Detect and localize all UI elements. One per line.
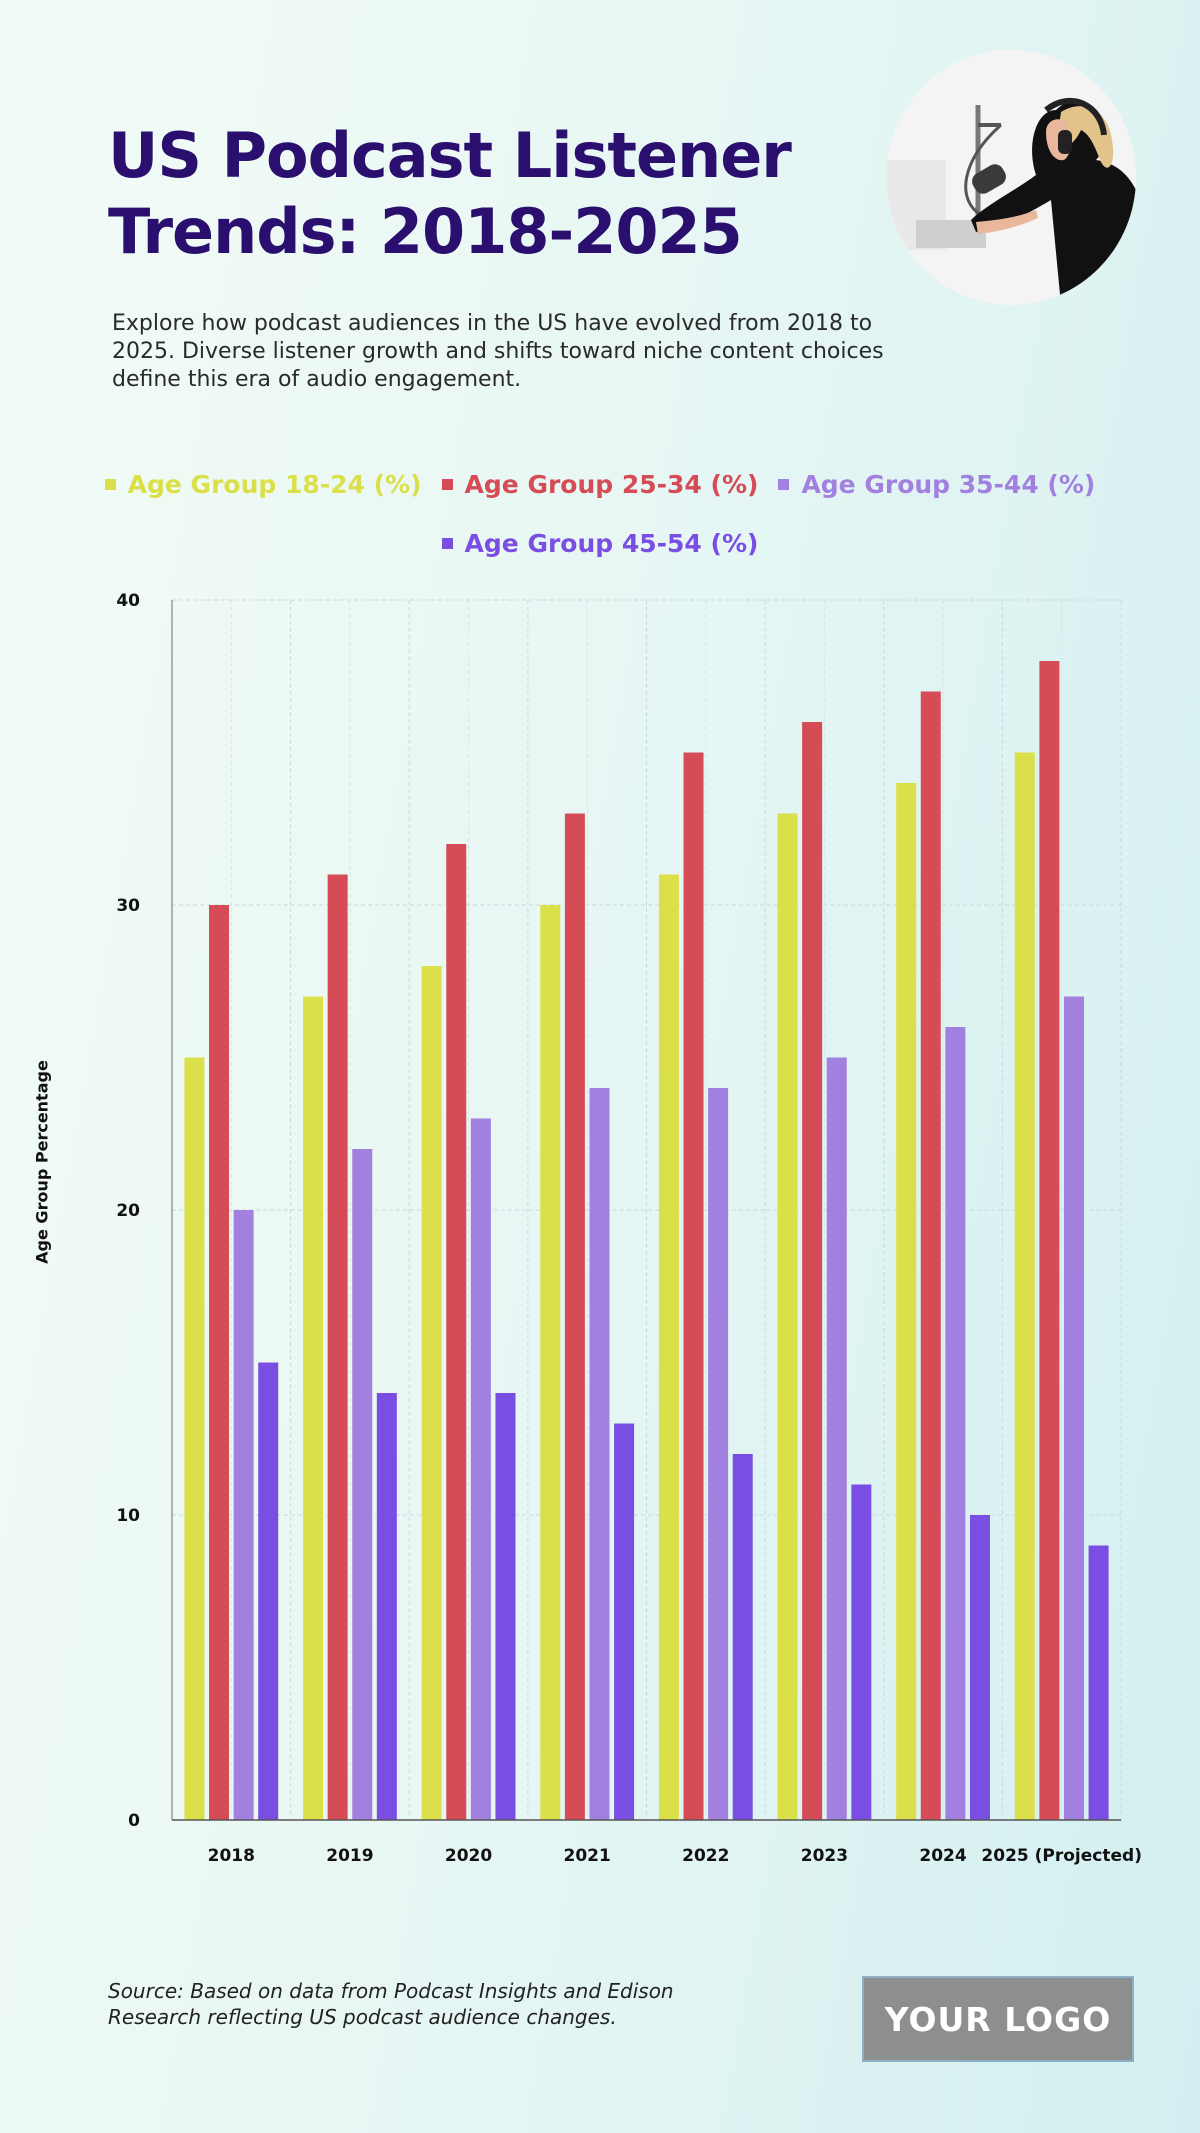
bar-1824-2018 [184, 1057, 205, 1820]
bar-1824-2021 [540, 905, 561, 1820]
bar-3544-2021 [589, 1088, 610, 1820]
bar-3544-2019 [352, 1149, 373, 1820]
bar-4554-2022 [732, 1454, 753, 1820]
podcaster-photo [886, 50, 1136, 305]
bar-2534-2022 [683, 752, 704, 1820]
x-tick-label: 2022 [682, 1846, 729, 1866]
page-subtitle: Explore how podcast audiences in the US … [112, 311, 884, 392]
bar-1824-2020 [421, 966, 442, 1820]
legend-item-45-54[interactable]: Age Group 45-54 (%) [441, 529, 759, 558]
legend-item-18-24[interactable]: Age Group 18-24 (%) [104, 470, 422, 499]
bar-2534-2020 [446, 844, 467, 1820]
x-tick-label: 2019 [326, 1846, 373, 1866]
bar-3544-2023 [826, 1057, 847, 1820]
source-note: Source: Based on data from Podcast Insig… [108, 1979, 674, 2029]
y-tick-label: 20 [116, 1201, 140, 1221]
bar-4554-2019 [376, 1393, 397, 1820]
bar-2534-2023 [802, 722, 823, 1820]
y-tick-label: 30 [116, 896, 140, 916]
x-tick-label: 2023 [801, 1846, 848, 1866]
bar-4554-2025 [1088, 1545, 1109, 1820]
y-tick-label: 40 [116, 591, 140, 611]
legend-swatch-25-34 [441, 479, 453, 490]
bar-chart: 0 10 20 30 40 2018 2019 2020 2021 2022 2023 2024 202… [116, 591, 1142, 1866]
bar-4554-2021 [614, 1423, 635, 1820]
bar-1824-2022 [658, 874, 679, 1820]
bar-4554-2023 [851, 1484, 872, 1820]
bar-3544-2018 [233, 1210, 254, 1820]
x-tick-label: 2025 (Projected) [981, 1846, 1142, 1866]
legend-label-25-34: Age Group 25-34 (%) [464, 470, 759, 499]
x-tick-label: 2024 [919, 1846, 966, 1866]
legend-swatch-35-44 [778, 479, 790, 490]
chart-legend: Age Group 18-24 (%) Age Group 25-34 (%) … [100, 470, 1100, 558]
legend-item-35-44[interactable]: Age Group 35-44 (%) [778, 470, 1095, 499]
bar-1824-2019 [303, 996, 324, 1820]
legend-swatch-45-54 [441, 538, 453, 549]
bar-2534-2024 [920, 691, 941, 1820]
bar-2534-2019 [327, 874, 348, 1820]
legend-label-35-44: Age Group 35-44 (%) [801, 470, 1096, 499]
bar-3544-2024 [945, 1027, 966, 1820]
legend-label-18-24: Age Group 18-24 (%) [127, 470, 422, 499]
page-title: US Podcast Listener Trends: 2018-2025 [108, 119, 792, 268]
bar-3544-2020 [470, 1118, 491, 1820]
legend-item-25-34[interactable]: Age Group 25-34 (%) [441, 470, 759, 499]
x-tick-label: 2021 [564, 1846, 611, 1866]
legend-swatch-18-24 [104, 479, 116, 490]
x-tick-label: 2020 [445, 1846, 492, 1866]
bar-4554-2018 [258, 1362, 279, 1820]
bar-2534-2021 [564, 813, 585, 1820]
bar-3544-2025 [1063, 996, 1084, 1820]
bar-1824-2024 [896, 783, 917, 1820]
bar-1824-2023 [777, 813, 798, 1820]
bar-4554-2024 [969, 1515, 990, 1820]
bar-1824-2025 [1014, 752, 1035, 1820]
y-tick-label: 0 [128, 1811, 140, 1831]
bar-2534-2018 [209, 905, 230, 1820]
bar-4554-2020 [495, 1393, 516, 1820]
bar-3544-2022 [708, 1088, 729, 1820]
legend-label-45-54: Age Group 45-54 (%) [464, 529, 759, 558]
x-tick-label: 2018 [208, 1846, 255, 1866]
y-tick-label: 10 [116, 1506, 140, 1526]
logo-placeholder[interactable]: YOUR LOGO [862, 1976, 1134, 2062]
bar-2534-2025 [1039, 661, 1060, 1820]
